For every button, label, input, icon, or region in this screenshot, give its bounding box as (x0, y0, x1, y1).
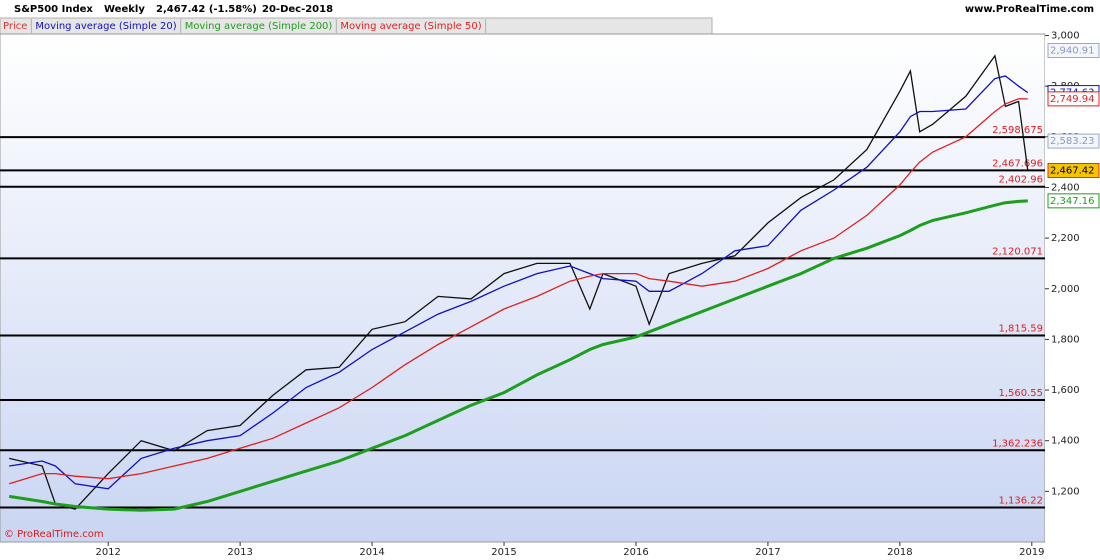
level-label: 1,815.59 (998, 323, 1043, 334)
x-tick-label: 2014 (359, 547, 384, 558)
level-label: 2,467.696 (992, 158, 1043, 169)
y-tick-label: 1,400 (1051, 436, 1080, 447)
level-label: 2,598.675 (992, 125, 1043, 136)
level-label: 1,560.55 (998, 388, 1043, 399)
level-label: 2,402.96 (998, 175, 1043, 186)
last-value-label: 2,749.94 (1050, 94, 1095, 105)
y-axis-area (1045, 34, 1100, 542)
x-tick-label: 2018 (887, 547, 912, 558)
plot-area (0, 33, 1046, 543)
legend-entry: Moving average (Simple 200) (185, 21, 333, 32)
date: 20-Dec-2018 (262, 4, 333, 15)
y-tick-label: 2,400 (1051, 182, 1080, 193)
x-tick-label: 2019 (1019, 547, 1044, 558)
y-tick-label: 2,000 (1051, 284, 1080, 295)
x-tick-label: 2015 (491, 547, 516, 558)
channel-label-box (1047, 133, 1100, 149)
last-price: 2,467.42 (-1.58%) (156, 4, 257, 15)
series-line (9, 54, 1029, 510)
channel-label: 2,583.23 (1050, 136, 1095, 147)
x-tick-label: 2017 (755, 547, 780, 558)
period: Weekly (104, 4, 145, 15)
level-label: 1,362.236 (992, 438, 1043, 449)
legend-entry: Price (3, 21, 27, 32)
channel-label-box (1047, 42, 1100, 58)
series-line (9, 98, 1028, 485)
x-tick-label: 2016 (623, 547, 648, 558)
last-value-label-box (1047, 91, 1100, 107)
last-value-label-box (1047, 163, 1100, 179)
x-tick-label: 2013 (227, 547, 252, 558)
header-bar (0, 0, 1100, 18)
channel-label: 2,940.91 (1050, 45, 1095, 56)
footer: © ProRealTime.com (4, 529, 104, 540)
series-line (9, 75, 1029, 490)
y-tick-label: 2,200 (1051, 233, 1080, 244)
y-tick-label: 1,200 (1051, 486, 1080, 497)
x-tick-label: 2012 (95, 547, 120, 558)
y-tick-label: 3,000 (1051, 31, 1080, 42)
series-line (8, 199, 1028, 512)
level-label: 1,136.22 (998, 496, 1043, 507)
y-tick-label: 1,600 (1051, 385, 1080, 396)
legend-entry: Moving average (Simple 50) (340, 21, 481, 32)
site: www.ProRealTime.com (965, 4, 1094, 15)
last-value-label: 2,347.16 (1050, 196, 1095, 207)
last-value-label-box (1047, 193, 1100, 209)
last-value-label: 2,467.42 (1050, 166, 1095, 177)
chart-title: S&P500 Index (14, 4, 93, 15)
legend-entry: Moving average (Simple 20) (35, 21, 176, 32)
level-label: 2,120.071 (992, 246, 1043, 257)
y-tick-label: 1,800 (1051, 334, 1080, 345)
